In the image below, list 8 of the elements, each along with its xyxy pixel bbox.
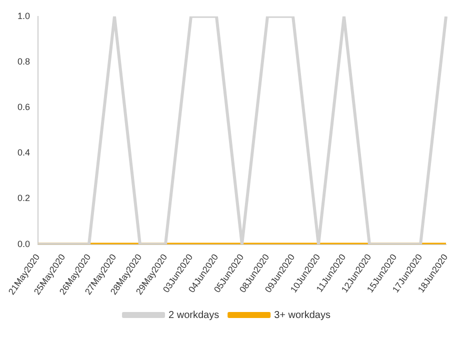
- legend-label: 2 workdays: [168, 310, 220, 321]
- y-tick-label: 0.4: [17, 148, 30, 158]
- y-tick-label: 0.6: [17, 102, 30, 112]
- legend-label: 3+ workdays: [274, 310, 330, 321]
- y-tick-label: 0.8: [17, 56, 30, 66]
- y-tick-label: 1.0: [17, 10, 30, 21]
- y-tick-label: 0.2: [17, 193, 30, 204]
- y-tick-label: 0.0: [17, 238, 30, 249]
